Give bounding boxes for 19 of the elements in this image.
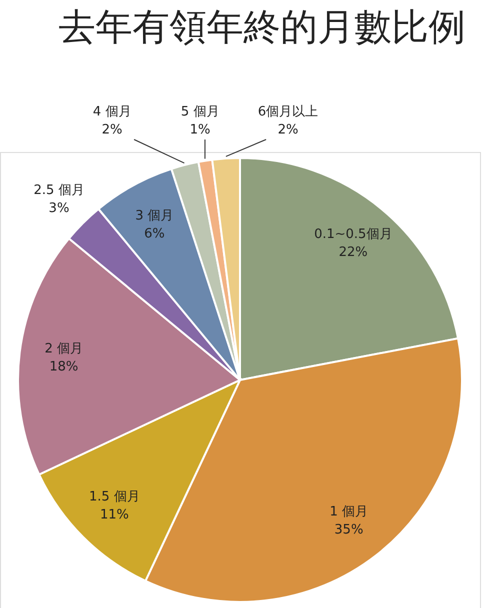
slice-label: 5 個月 [180,104,220,120]
data-label: 11% [100,508,129,523]
slice-label: 1 個月 [330,504,368,520]
slice-label: 6個月以上 [258,104,318,120]
slice-label: 1.5 個月 [89,490,140,505]
data-label: 2% [102,122,122,138]
slice-label: 0.1~0.5個月 [314,227,392,242]
slice-label: 3 個月 [135,208,174,224]
slice-label: 4 個月 [92,104,132,120]
data-label: 1% [190,122,210,138]
slice-label: 2 個月 [44,342,84,357]
data-label: 35% [334,522,364,538]
data-label: 18% [49,360,78,375]
chart-title: 去年有領年終的月數比例 [58,6,466,49]
data-label: 3% [48,200,70,216]
data-label: 2% [278,122,298,138]
slice-label: 2.5 個月 [34,182,84,198]
data-label: 6% [144,226,165,242]
data-label: 22% [338,245,368,260]
